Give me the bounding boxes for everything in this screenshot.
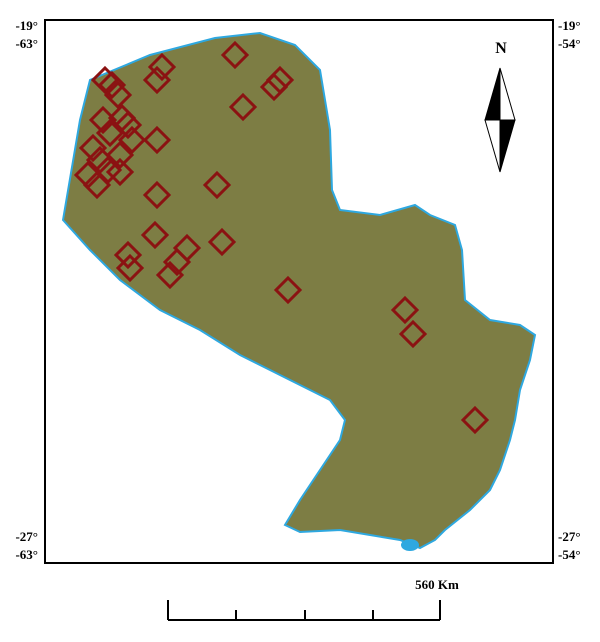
site-marker [390, 295, 420, 325]
site-marker [273, 275, 303, 305]
site-marker [113, 110, 143, 140]
site-marker [460, 405, 490, 435]
north-arrow [484, 67, 516, 173]
corner-lat: -19° [15, 18, 38, 33]
site-marker [103, 80, 133, 110]
corner-lon: -54° [558, 36, 581, 51]
scale-label: 560 Km [415, 577, 459, 592]
site-marker [228, 92, 258, 122]
markers [73, 40, 490, 435]
water-body [401, 539, 419, 551]
site-marker [147, 52, 177, 82]
site-marker [113, 240, 143, 270]
site-marker [105, 140, 135, 170]
site-marker [207, 227, 237, 257]
site-marker [97, 70, 127, 100]
site-marker [142, 180, 172, 210]
site-marker [117, 125, 147, 155]
site-marker [142, 65, 172, 95]
site-marker [202, 170, 232, 200]
corner-lat: -19° [558, 18, 581, 33]
site-marker [105, 157, 135, 187]
corner-lon: -54° [558, 547, 581, 562]
site-marker [398, 319, 428, 349]
site-marker [220, 40, 250, 70]
site-marker [95, 118, 125, 148]
site-marker [78, 133, 108, 163]
site-marker [115, 253, 145, 283]
site-marker [142, 125, 172, 155]
corner-lat: -27° [558, 529, 581, 544]
site-marker [259, 72, 289, 102]
corner-lon: -63° [15, 36, 38, 51]
site-marker [155, 260, 185, 290]
site-marker [162, 247, 192, 277]
corner-lat: -27° [15, 529, 38, 544]
site-marker [140, 220, 170, 250]
scale-bar [167, 600, 441, 621]
corner-lon: -63° [15, 547, 38, 562]
north-label: N [495, 40, 507, 57]
